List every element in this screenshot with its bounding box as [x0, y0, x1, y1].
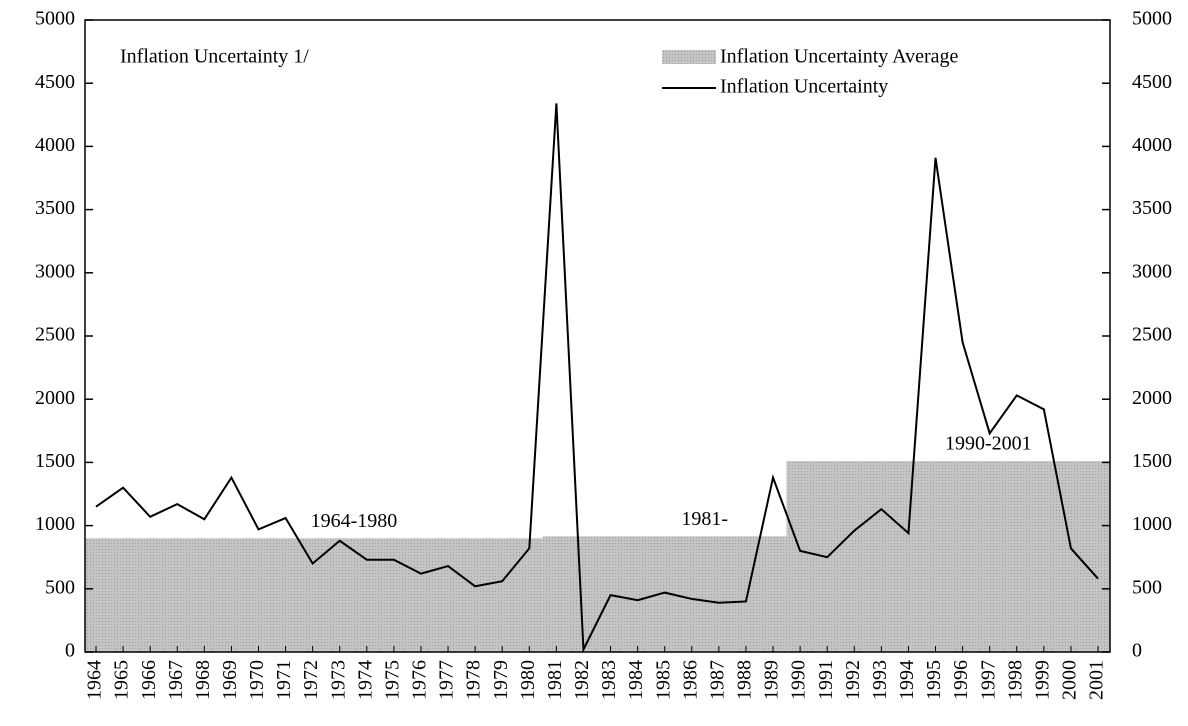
y-tick-label: 4000	[35, 134, 75, 156]
x-tick-label: 1970	[246, 660, 268, 700]
x-tick-label: 1966	[138, 660, 160, 700]
x-tick-label: 1994	[896, 660, 918, 700]
x-tick-label: 1989	[761, 660, 783, 700]
x-tick-label: 1975	[381, 660, 403, 700]
y2-tick-label: 4500	[1132, 71, 1172, 93]
x-tick-label: 1991	[815, 660, 837, 700]
y-tick-label: 5000	[35, 8, 75, 30]
y2-tick-label: 1000	[1132, 513, 1172, 535]
x-tick-label: 1998	[1004, 660, 1026, 700]
legend-label: Inflation Uncertainty	[720, 76, 888, 98]
average-layer	[85, 461, 1110, 652]
x-tick-label: 1976	[409, 660, 431, 700]
x-tick-label: 1967	[165, 660, 187, 700]
x-tick-label: 1999	[1031, 660, 1053, 700]
period-label: 1964-1980	[311, 510, 398, 532]
y2-tick-label: 1500	[1132, 450, 1172, 472]
x-tick-label: 1986	[679, 660, 701, 700]
line	[95, 103, 1099, 654]
average-texture	[786, 461, 1110, 652]
x-tick-label: 1979	[490, 660, 512, 700]
chart-annotation: Inflation Uncertainty 1/	[120, 46, 309, 68]
y2-tick-label: 2000	[1132, 387, 1172, 409]
x-tick-label: 1972	[300, 660, 322, 700]
legend-label: Inflation Uncertainty Average	[720, 46, 959, 68]
x-tick-label: 1974	[354, 660, 376, 700]
y-tick-label: 1500	[35, 450, 75, 472]
x-tick-label: 1978	[463, 660, 485, 700]
x-tick-label: 2001	[1086, 660, 1108, 700]
x-tick-label: 1990	[788, 660, 810, 700]
x-tick-label: 1985	[652, 660, 674, 700]
x-tick-label: 1984	[625, 660, 647, 700]
period-label: 1981-	[681, 508, 728, 530]
x-tick-label: 1992	[842, 660, 864, 700]
x-tick-label: 1977	[436, 660, 458, 700]
y2-tick-label: 3000	[1132, 260, 1172, 282]
x-tick-label: 1982	[571, 660, 593, 700]
y-tick-label: 0	[65, 640, 75, 662]
period-label: 1990-2001	[945, 433, 1032, 455]
x-tick-label: 1983	[598, 660, 620, 700]
y-tick-label: 3500	[35, 197, 75, 219]
y-tick-label: 4500	[35, 71, 75, 93]
y2-tick-label: 500	[1132, 576, 1162, 598]
x-tick-label: 1993	[869, 660, 891, 700]
x-tick-label: 1964	[84, 660, 106, 700]
y2-tick-label: 5000	[1132, 8, 1172, 30]
y2-tick-label: 3500	[1132, 197, 1172, 219]
y2-tick-label: 2500	[1132, 324, 1172, 346]
y-tick-label: 500	[45, 576, 75, 598]
average-texture	[85, 538, 543, 652]
x-tick-label: 1997	[977, 660, 999, 700]
x-tick-label: 1971	[273, 660, 295, 700]
x-tick-label: 1995	[923, 660, 945, 700]
x-tick-label: 1981	[544, 660, 566, 700]
x-tick-label: 1996	[950, 660, 972, 700]
x-tick-label: 1968	[192, 660, 214, 700]
y2-tick-label: 0	[1132, 640, 1142, 662]
x-tick-label: 1973	[327, 660, 349, 700]
x-tick-label: 1965	[111, 660, 133, 700]
x-tick-label: 1987	[706, 660, 728, 700]
y-tick-label: 3000	[35, 260, 75, 282]
x-tick-label: 1988	[734, 660, 756, 700]
x-tick-label: 1980	[517, 660, 539, 700]
legend-swatch-texture	[662, 50, 716, 64]
y-tick-label: 1000	[35, 513, 75, 535]
x-tick-label: 1969	[219, 660, 241, 700]
y-tick-label: 2500	[35, 324, 75, 346]
y-tick-label: 2000	[35, 387, 75, 409]
x-tick-label: 2000	[1059, 660, 1081, 700]
y2-tick-label: 4000	[1132, 134, 1172, 156]
